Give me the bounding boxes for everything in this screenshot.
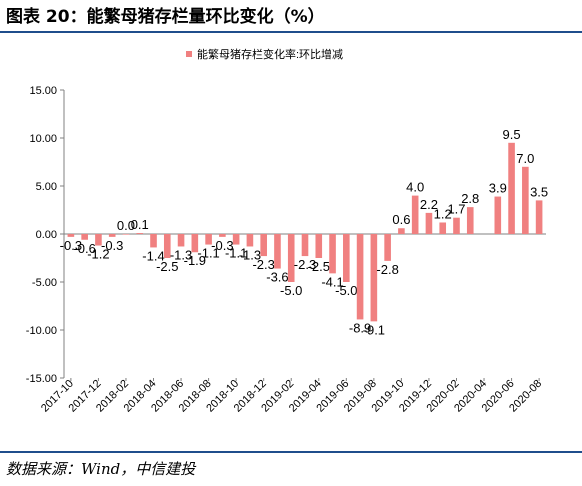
y-tick-label: 5.00 bbox=[36, 181, 57, 193]
data-label: 3.9 bbox=[489, 181, 507, 196]
data-label: 1.2 bbox=[434, 206, 452, 221]
data-label: -1.3 bbox=[239, 247, 261, 262]
bar bbox=[453, 217, 460, 234]
bar bbox=[384, 234, 391, 261]
data-label: 2.8 bbox=[461, 191, 479, 206]
bar bbox=[205, 234, 212, 245]
legend-label: 能繁母猪存栏变化率:环比增减 bbox=[197, 47, 343, 61]
data-label: -2.3 bbox=[252, 257, 274, 272]
bar bbox=[191, 234, 199, 253]
data-label: -0.3 bbox=[101, 238, 123, 253]
bar bbox=[508, 142, 515, 234]
bar bbox=[163, 234, 171, 258]
bar bbox=[67, 234, 75, 237]
figure-title: 图表 20：能繁母猪存栏量环比变化（%） bbox=[6, 7, 325, 27]
data-label: 0.0 bbox=[117, 218, 135, 233]
data-label: -1.3 bbox=[170, 247, 192, 262]
bar bbox=[301, 234, 309, 257]
data-label: -2.3 bbox=[294, 257, 316, 272]
data-label: -5.0 bbox=[280, 283, 302, 298]
bar bbox=[108, 234, 116, 237]
data-label: -1.9 bbox=[184, 253, 206, 268]
bar bbox=[356, 234, 364, 320]
data-label: 4.0 bbox=[406, 180, 424, 195]
bar bbox=[522, 166, 529, 234]
data-label: -1.2 bbox=[87, 247, 109, 262]
bar bbox=[343, 234, 350, 282]
bar bbox=[370, 234, 378, 322]
data-label: -2.8 bbox=[376, 262, 398, 277]
data-label: -1.1 bbox=[197, 246, 219, 261]
bar-chart: 能繁母猪存栏变化率:环比增减 15.00 10.00 5.00 0.00 -5.00 -10… bbox=[26, 47, 548, 415]
title-rule bbox=[0, 31, 582, 33]
data-label: 0.6 bbox=[392, 212, 410, 227]
data-label: -2.5 bbox=[156, 259, 178, 274]
data-label: -1.4 bbox=[142, 248, 164, 263]
bar bbox=[232, 234, 240, 245]
bar bbox=[535, 200, 543, 234]
bar bbox=[136, 233, 144, 234]
legend-swatch bbox=[186, 51, 192, 57]
data-label: 0.1 bbox=[131, 217, 149, 232]
data-label: -5.0 bbox=[335, 283, 357, 298]
bar bbox=[287, 234, 295, 282]
data-label: -3.6 bbox=[266, 270, 288, 285]
data-label: -9.1 bbox=[363, 322, 385, 337]
bar bbox=[439, 222, 447, 234]
y-tick-label: -15.00 bbox=[26, 373, 57, 385]
data-label: 3.5 bbox=[530, 184, 548, 199]
y-tick-label: 0.00 bbox=[36, 229, 57, 241]
y-tick-label: -5.00 bbox=[32, 277, 57, 289]
data-label: -1.1 bbox=[225, 246, 247, 261]
bar bbox=[246, 234, 254, 247]
bar bbox=[315, 234, 323, 258]
bar bbox=[177, 234, 185, 247]
data-label: 1.7 bbox=[447, 202, 465, 217]
footer-rule bbox=[0, 451, 582, 453]
data-label: -0.3 bbox=[60, 238, 82, 253]
bar bbox=[425, 212, 433, 234]
data-label: 7.0 bbox=[516, 151, 534, 166]
bar bbox=[494, 196, 502, 234]
y-tick-label: 10.00 bbox=[29, 133, 57, 145]
data-label: -2.5 bbox=[308, 259, 330, 274]
bar bbox=[95, 234, 102, 246]
bar bbox=[329, 234, 336, 274]
bar bbox=[122, 234, 130, 235]
data-label: 2.2 bbox=[420, 197, 438, 212]
bar bbox=[398, 228, 405, 234]
y-tick-label: 15.00 bbox=[29, 85, 57, 97]
y-tick-label: -10.00 bbox=[26, 325, 57, 337]
data-label: -0.6 bbox=[73, 241, 95, 256]
bar bbox=[411, 195, 419, 234]
bar bbox=[466, 207, 474, 234]
data-label: 9.5 bbox=[503, 127, 521, 142]
bar bbox=[81, 234, 88, 240]
bar bbox=[260, 234, 267, 257]
bar bbox=[219, 234, 226, 237]
source-note: 数据来源：Wind，中信建投 bbox=[6, 460, 196, 478]
data-label: -0.3 bbox=[211, 238, 233, 253]
bar bbox=[150, 234, 157, 248]
data-label: -8.9 bbox=[349, 320, 371, 335]
data-label: -4.1 bbox=[321, 274, 343, 289]
bar bbox=[274, 234, 281, 269]
